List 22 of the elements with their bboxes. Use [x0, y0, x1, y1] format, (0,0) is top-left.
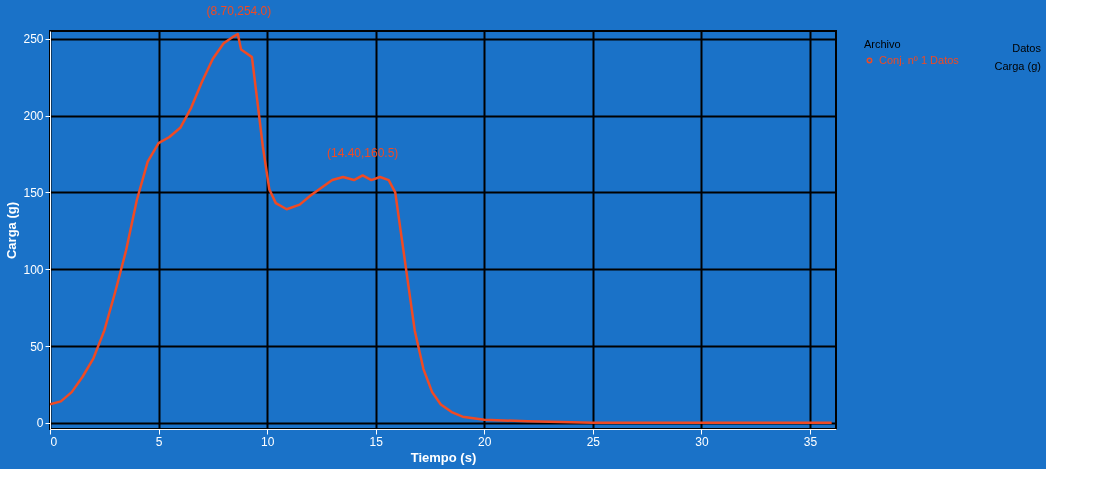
annotation: (8.70,254.0)	[206, 4, 272, 19]
x-tick-label: 20	[478, 434, 492, 449]
x-axis-title: Tiempo (s)	[410, 449, 477, 465]
y-tick-label: 50	[30, 339, 44, 354]
y-axis-title: Carga (g)	[4, 201, 20, 260]
y-tick-label: 200	[23, 109, 44, 124]
x-tick-label: 10	[260, 434, 275, 449]
x-tick-label: 0	[50, 434, 58, 449]
y-tick-label: 250	[23, 32, 44, 47]
x-tick-label: 15	[369, 434, 384, 449]
x-tick-label: 30	[695, 434, 709, 449]
legend-title: Archivo	[864, 38, 901, 50]
x-tick-label: 25	[586, 434, 601, 449]
y-tick-label: 0	[36, 416, 44, 431]
y-tick-label: 150	[23, 185, 44, 200]
x-tick-label: 35	[803, 434, 818, 449]
x-tick-label: 5	[155, 434, 163, 449]
y-tick-label: 100	[23, 262, 44, 277]
text: Carga (g)	[994, 60, 1041, 72]
line-series	[50, 32, 833, 425]
text: Datos	[1012, 42, 1042, 54]
legend-label: Conj. nº 1 Datos	[879, 53, 960, 66]
